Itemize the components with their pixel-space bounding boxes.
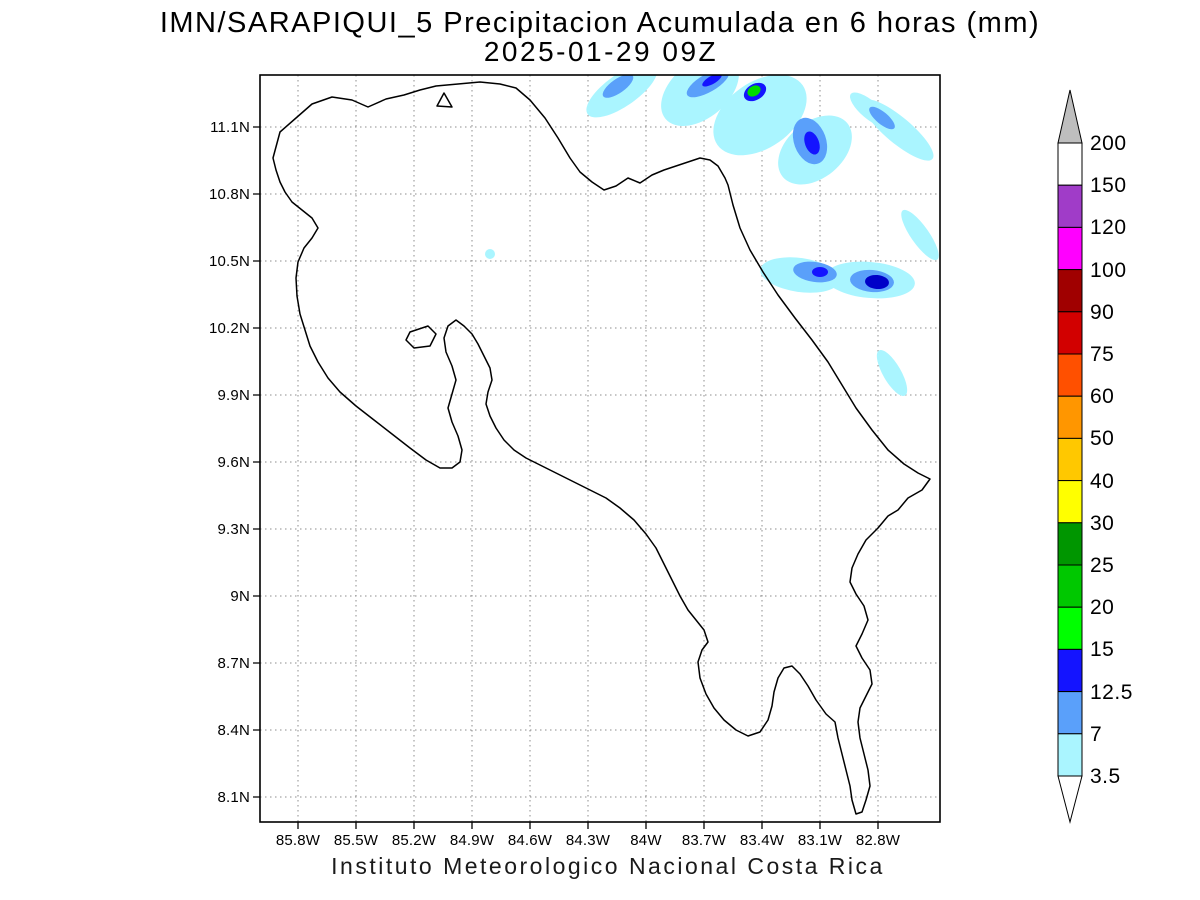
precip-patch-light-blue bbox=[602, 75, 634, 98]
lat-label: 10.2N bbox=[209, 320, 250, 337]
lon-label: 83.4W bbox=[740, 832, 785, 849]
map-frame bbox=[259, 74, 941, 823]
colorbar-arrow-top bbox=[1057, 89, 1083, 144]
colorbar-segment bbox=[1057, 733, 1083, 777]
colorbar-segment bbox=[1057, 353, 1083, 397]
colorbar-segment bbox=[1057, 437, 1083, 482]
costa-rica-outline bbox=[272, 81, 931, 815]
colorbar-segment bbox=[1057, 226, 1083, 271]
colorbar-label: 25 bbox=[1090, 554, 1114, 577]
lat-label: 8.4N bbox=[218, 722, 251, 739]
lake-island-outline bbox=[436, 92, 453, 108]
coastline-layer bbox=[272, 81, 931, 815]
colorbar-label: 3.5 bbox=[1090, 765, 1121, 788]
precip-patch-cyan bbox=[901, 209, 939, 261]
lon-label: 84.6W bbox=[508, 832, 553, 849]
gulf-island-outline bbox=[405, 325, 437, 349]
colorbar-arrow-bottom bbox=[1057, 775, 1083, 824]
gridlines-horizontal bbox=[260, 126, 940, 798]
lon-label: 85.2W bbox=[392, 832, 437, 849]
precip-patch-cyan bbox=[713, 75, 807, 156]
colorbar-label: 50 bbox=[1090, 427, 1114, 450]
colorbar-segment bbox=[1057, 269, 1083, 313]
lon-label: 84.3W bbox=[566, 832, 611, 849]
precipitation-shading-layer bbox=[485, 75, 939, 396]
precip-patch-navy bbox=[865, 274, 889, 290]
longitude-axis: 85.8W 85.5W 85.2W 84.9W 84.6W 84.3W 84W … bbox=[276, 832, 901, 849]
precip-patch-light-blue bbox=[869, 106, 895, 130]
colorbar-segment bbox=[1057, 480, 1083, 524]
colorbar-label: 40 bbox=[1090, 470, 1114, 493]
lat-label: 10.5N bbox=[209, 253, 250, 270]
colorbar-segment bbox=[1057, 648, 1083, 693]
lon-label: 85.5W bbox=[334, 832, 379, 849]
precip-patch-green bbox=[747, 85, 761, 97]
map-gridlines bbox=[260, 75, 940, 822]
lon-label: 82.8W bbox=[856, 832, 901, 849]
axis-ticks bbox=[253, 126, 879, 829]
page-title: IMN/SARAPIQUI_5 Precipitacion Acumulada … bbox=[160, 7, 1040, 39]
colorbar-label: 200 bbox=[1090, 132, 1127, 155]
lat-label: 9N bbox=[230, 588, 250, 605]
colorbar-label: 60 bbox=[1090, 385, 1114, 408]
bottom-ticks bbox=[297, 822, 879, 829]
colorbar bbox=[1057, 89, 1083, 824]
latitude-axis: 11.1N 10.8N 10.5N 10.2N 9.9N 9.6N 9.3N 9… bbox=[209, 119, 250, 806]
left-ticks bbox=[253, 126, 260, 798]
colorbar-label: 100 bbox=[1090, 259, 1127, 282]
colorbar-segment bbox=[1057, 691, 1083, 735]
colorbar-segment bbox=[1057, 564, 1083, 608]
lat-label: 9.9N bbox=[218, 387, 251, 404]
colorbar-label: 150 bbox=[1090, 174, 1127, 197]
lat-label: 10.8N bbox=[209, 186, 250, 203]
lat-label: 9.6N bbox=[218, 454, 251, 471]
lon-label: 83.1W bbox=[798, 832, 843, 849]
precip-patch-blue bbox=[804, 131, 820, 155]
lon-label: 83.7W bbox=[682, 832, 727, 849]
lon-label: 84.9W bbox=[450, 832, 495, 849]
colorbar-label: 30 bbox=[1090, 512, 1114, 535]
lat-label: 11.1N bbox=[210, 119, 250, 136]
precip-patch-blue bbox=[812, 267, 828, 277]
colorbar-label: 12.5 bbox=[1090, 681, 1133, 704]
colorbar-segment bbox=[1057, 522, 1083, 566]
colorbar-label: 15 bbox=[1090, 638, 1114, 661]
gridlines-vertical bbox=[297, 75, 879, 822]
colorbar-label: 120 bbox=[1090, 216, 1127, 239]
lon-label: 85.8W bbox=[276, 832, 321, 849]
precip-patch-cyan bbox=[876, 350, 908, 396]
lon-label: 84W bbox=[630, 832, 662, 849]
colorbar-segment bbox=[1057, 142, 1083, 186]
colorbar-label: 90 bbox=[1090, 301, 1114, 324]
precip-patch-blue bbox=[702, 75, 722, 87]
lat-label: 8.7N bbox=[218, 655, 251, 672]
colorbar-labels: 200 150 120 100 90 75 60 50 40 30 25 20 … bbox=[1090, 132, 1133, 788]
colorbar-label: 7 bbox=[1090, 723, 1102, 746]
precip-patch-cyan bbox=[862, 99, 934, 161]
footer-credit: Instituto Meteorologico Nacional Costa R… bbox=[331, 853, 885, 879]
colorbar-segment bbox=[1057, 606, 1083, 650]
colorbar-label: 20 bbox=[1090, 596, 1114, 619]
lat-label: 8.1N bbox=[218, 789, 251, 806]
colorbar-segment bbox=[1057, 395, 1083, 439]
page-subtitle-datetime: 2025-01-29 09Z bbox=[484, 36, 718, 67]
colorbar-label: 75 bbox=[1090, 343, 1114, 366]
precip-patch-cyan bbox=[485, 249, 495, 259]
colorbar-segment bbox=[1057, 311, 1083, 355]
lat-label: 9.3N bbox=[218, 521, 251, 538]
colorbar-segment bbox=[1057, 184, 1083, 228]
